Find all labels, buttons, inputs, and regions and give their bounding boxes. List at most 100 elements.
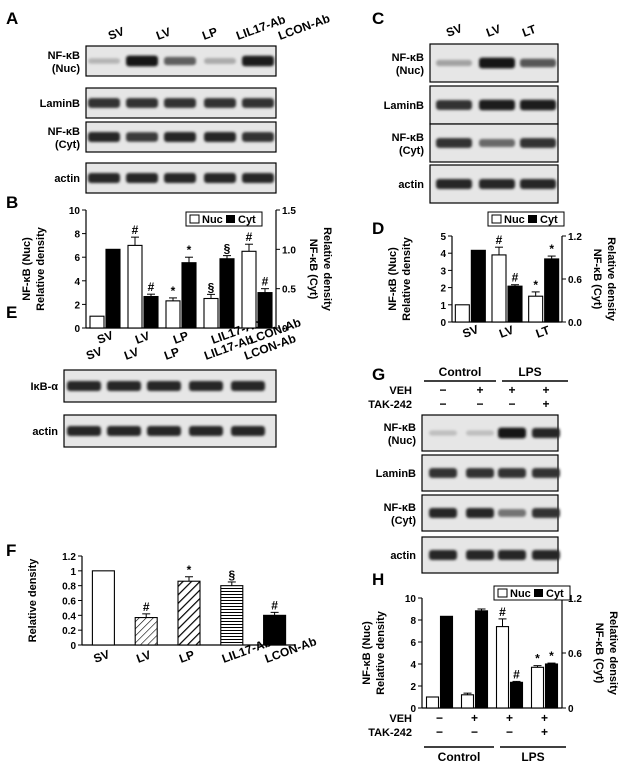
panel-label: H bbox=[372, 570, 384, 589]
bar-cyt bbox=[143, 295, 159, 329]
category-label: SV bbox=[92, 647, 112, 666]
ylabel-left: NF-κB (Nuc) bbox=[21, 237, 33, 301]
treatment-label: VEH bbox=[389, 713, 412, 725]
row-label-nfkb-cyt-sub: (Cyt) bbox=[391, 515, 416, 527]
legend-box bbox=[185, 211, 263, 227]
lane-label: LT bbox=[520, 22, 538, 40]
row-label-nfkb-cyt: NF-κB bbox=[392, 132, 424, 144]
band bbox=[204, 131, 236, 143]
band bbox=[520, 178, 556, 190]
band bbox=[479, 57, 515, 69]
panel-label: F bbox=[6, 541, 16, 560]
band bbox=[231, 425, 265, 437]
band bbox=[67, 380, 101, 392]
tick-label-left: 0 bbox=[440, 318, 446, 329]
ylabel-right: NF-κB (Cyt) bbox=[591, 249, 603, 310]
tick-label-left: 0 bbox=[410, 704, 416, 715]
tick-label-left: 3 bbox=[440, 266, 446, 277]
category-label: LP bbox=[177, 647, 196, 665]
band bbox=[107, 380, 141, 392]
treatment-mark: + bbox=[542, 397, 549, 411]
tick-label-left: 0.4 bbox=[62, 611, 76, 622]
band bbox=[126, 98, 158, 108]
row-label-nfkb-nuc-sub: (Nuc) bbox=[396, 65, 424, 77]
ylabel-left-sub: Relative density bbox=[35, 226, 47, 311]
bar-nuc bbox=[454, 304, 470, 323]
bar bbox=[134, 617, 158, 646]
group-label: LPS bbox=[521, 750, 544, 764]
significance-mark: * bbox=[549, 242, 554, 256]
tick-label-right: 1.2 bbox=[568, 594, 582, 605]
row-label-ikb-alpha: IκB-α bbox=[30, 381, 58, 393]
legend-swatch-cyt bbox=[534, 589, 543, 597]
band bbox=[498, 549, 526, 561]
significance-mark: # bbox=[148, 280, 155, 294]
band bbox=[479, 139, 515, 147]
legend-swatch-nuc bbox=[189, 214, 200, 224]
band bbox=[532, 549, 560, 561]
bar-cyt bbox=[544, 258, 560, 323]
significance-mark: # bbox=[513, 667, 520, 681]
category-label: LV bbox=[133, 329, 151, 347]
significance-mark: * bbox=[533, 278, 538, 292]
band bbox=[126, 132, 158, 142]
bar bbox=[177, 580, 201, 646]
bar-cyt bbox=[544, 663, 559, 709]
tick-label-left: 6 bbox=[74, 253, 80, 264]
band bbox=[164, 172, 196, 184]
significance-mark: # bbox=[132, 223, 139, 237]
bar-nuc bbox=[241, 250, 257, 329]
significance-mark: # bbox=[143, 600, 150, 614]
treatment-mark: + bbox=[508, 383, 515, 397]
row-label-nfkb-nuc: NF-κB bbox=[48, 50, 80, 62]
lane-label: SV bbox=[444, 21, 464, 40]
bar-cyt bbox=[470, 249, 486, 323]
tick-label-left: 4 bbox=[74, 277, 80, 288]
treatment-label: TAK-242 bbox=[368, 399, 412, 411]
row-label-nfkb-nuc: NF-κB bbox=[384, 422, 416, 434]
band bbox=[67, 425, 101, 437]
lane-label: LP bbox=[162, 344, 181, 362]
tick-label-left: 1 bbox=[440, 301, 446, 312]
chart-panel-F: F 0 0.2 0.4 0.6 0.8 1 1.2 Relative density SV # LV *… bbox=[6, 541, 318, 666]
tick-label-left: 10 bbox=[69, 206, 81, 217]
bar-cyt bbox=[105, 248, 121, 329]
panel-label: C bbox=[372, 9, 384, 28]
bar-cyt bbox=[474, 610, 489, 709]
row-label-laminb: LaminB bbox=[384, 100, 424, 112]
treatment-mark: − bbox=[439, 383, 446, 397]
category-label: LP bbox=[171, 328, 190, 346]
row-label-nfkb-cyt-sub: (Cyt) bbox=[55, 139, 80, 151]
band bbox=[520, 138, 556, 148]
band bbox=[231, 380, 265, 392]
tick-label-left: 5 bbox=[440, 232, 446, 243]
group-label: LPS bbox=[518, 365, 541, 379]
band bbox=[466, 430, 494, 436]
tick-label-right: 0.6 bbox=[568, 649, 582, 660]
ylabel-left: NF-κB (Nuc) bbox=[361, 621, 373, 685]
tick-label-right: 0.6 bbox=[568, 275, 582, 286]
bar-cyt bbox=[181, 262, 197, 329]
band bbox=[532, 427, 560, 439]
lane-label: LP bbox=[200, 24, 219, 42]
band bbox=[498, 427, 526, 439]
tick-label-right: 0 bbox=[282, 324, 288, 335]
tick-label-left: 0 bbox=[74, 324, 80, 335]
band bbox=[88, 131, 120, 143]
row-label-actin: actin bbox=[390, 550, 416, 562]
band bbox=[532, 468, 560, 478]
blot-panel-A: ASV LV LP LIL17-AbLCON-AbNF-κB(Nuc)LaminBNF… bbox=[6, 9, 332, 194]
tick-label-right: 1.2 bbox=[568, 232, 582, 243]
bar-nuc bbox=[530, 666, 545, 709]
band bbox=[88, 98, 120, 108]
bar bbox=[91, 570, 115, 646]
band bbox=[466, 549, 494, 561]
bar-cyt bbox=[219, 258, 235, 329]
legend-label: Cyt bbox=[546, 588, 564, 600]
band bbox=[189, 425, 223, 437]
ylabel-right-sub: Relative density bbox=[607, 611, 619, 696]
bar-cyt bbox=[257, 292, 273, 329]
